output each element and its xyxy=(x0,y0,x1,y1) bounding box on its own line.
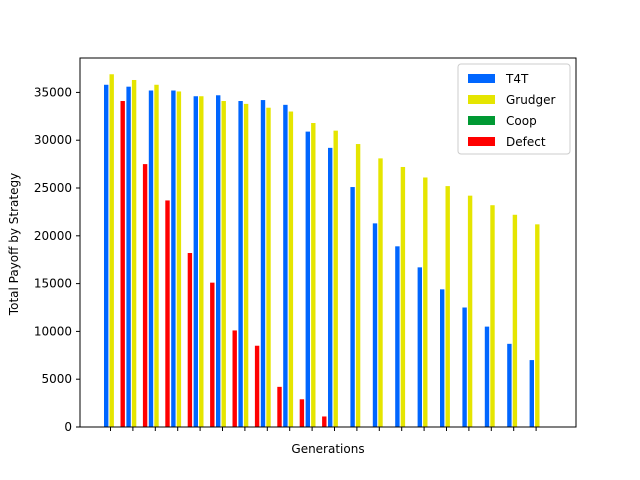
bar-grudger-gen-19 xyxy=(512,214,518,427)
axes-layer: 0 5000 10000 15000 20000 25000 30000 35000 xyxy=(34,57,577,434)
bar-defect-gen-8 xyxy=(277,386,282,427)
y-tick-label: 0 xyxy=(64,420,72,434)
bar-grudger-gen-4 xyxy=(176,91,182,428)
bar-t4t-gen-4 xyxy=(171,90,176,427)
bar-grudger-gen-12 xyxy=(355,144,361,428)
bar-t4t-gen-12 xyxy=(350,187,355,427)
bars-layer xyxy=(104,74,540,428)
x-axis-title: Generations xyxy=(291,442,364,456)
bar-t4t-gen-10 xyxy=(305,131,310,428)
bar-grudger-gen-17 xyxy=(467,195,473,427)
y-axis-title: Total Payoff by Strategy xyxy=(7,173,21,316)
bar-grudger-gen-8 xyxy=(266,107,271,428)
legend-swatch-defect xyxy=(468,137,495,146)
y-tick-label: 5000 xyxy=(41,372,72,386)
legend-label-coop: Coop xyxy=(506,114,537,128)
legend-swatch-t4t xyxy=(468,74,495,83)
bar-grudger-gen-14 xyxy=(400,166,406,428)
bar-t4t-gen-20 xyxy=(529,360,534,427)
bar-grudger-gen-2 xyxy=(131,79,137,428)
bar-grudger-gen-7 xyxy=(243,103,249,427)
bar-defect-gen-4 xyxy=(187,253,193,427)
bar-grudger-gen-6 xyxy=(221,101,226,428)
y-tick-label: 30000 xyxy=(34,133,72,147)
bar-t4t-gen-6 xyxy=(216,95,221,427)
bar-defect-gen-9 xyxy=(299,399,305,427)
plot-frame xyxy=(79,57,577,428)
bar-grudger-gen-10 xyxy=(311,123,316,427)
legend-box xyxy=(457,63,571,155)
legend: T4T Grudger Coop Defect xyxy=(457,63,571,155)
bar-defect-gen-3 xyxy=(165,200,170,427)
bar-defect-gen-10 xyxy=(322,416,327,427)
bar-t4t-gen-1 xyxy=(104,84,109,428)
legend-label-t4t: T4T xyxy=(505,72,529,86)
bar-grudger-gen-5 xyxy=(199,96,204,428)
bar-grudger-gen-13 xyxy=(378,158,383,427)
bar-t4t-gen-5 xyxy=(193,96,198,428)
bar-t4t-gen-19 xyxy=(507,343,512,427)
bar-t4t-gen-2 xyxy=(126,86,131,428)
bar-grudger-gen-18 xyxy=(490,205,495,427)
bar-t4t-gen-7 xyxy=(238,101,243,428)
bar-grudger-gen-11 xyxy=(333,130,338,427)
bar-defect-gen-5 xyxy=(210,282,215,427)
y-tick-label: 20000 xyxy=(34,229,72,243)
bar-grudger-gen-1 xyxy=(109,74,114,427)
bar-t4t-gen-13 xyxy=(372,223,378,427)
y-tick-label: 10000 xyxy=(34,324,72,338)
bar-grudger-gen-16 xyxy=(445,186,450,427)
legend-label-grudger: Grudger xyxy=(506,93,555,107)
bar-t4t-gen-3 xyxy=(148,90,154,427)
bar-defect-gen-6 xyxy=(232,330,237,427)
bar-t4t-gen-8 xyxy=(260,100,266,427)
y-tick-label: 15000 xyxy=(34,277,72,291)
bar-t4t-gen-15 xyxy=(417,267,422,427)
legend-swatch-coop xyxy=(468,116,495,125)
bar-t4t-gen-18 xyxy=(484,326,490,427)
y-tick-label: 35000 xyxy=(34,85,72,99)
y-tick-label: 25000 xyxy=(34,181,72,195)
bar-grudger-gen-9 xyxy=(288,111,294,427)
bar-t4t-gen-11 xyxy=(328,147,333,428)
bar-t4t-gen-14 xyxy=(395,246,400,427)
bar-t4t-gen-9 xyxy=(283,104,288,427)
bar-defect-gen-2 xyxy=(142,164,148,428)
bar-grudger-gen-20 xyxy=(535,224,540,427)
bar-t4t-gen-17 xyxy=(462,307,467,427)
bar-defect-gen-7 xyxy=(254,345,260,427)
bar-grudger-gen-3 xyxy=(154,84,159,428)
legend-label-defect: Defect xyxy=(506,135,546,149)
bar-grudger-gen-15 xyxy=(423,177,428,427)
bar-t4t-gen-16 xyxy=(440,289,445,427)
bar-defect-gen-1 xyxy=(120,101,125,428)
legend-swatch-grudger xyxy=(468,95,495,104)
